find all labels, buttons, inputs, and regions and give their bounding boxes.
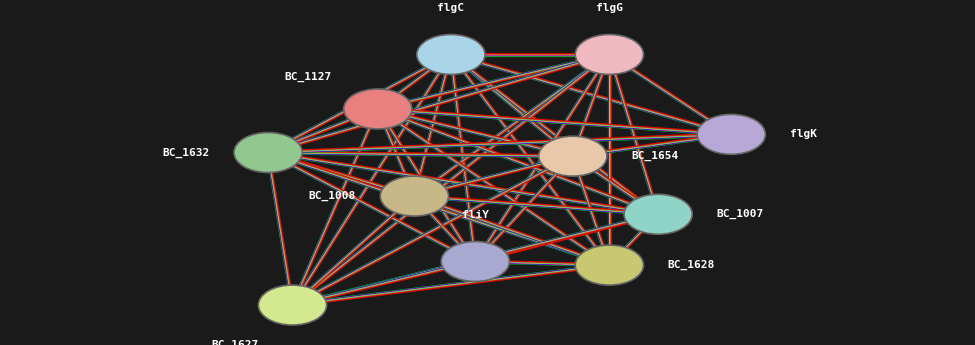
Ellipse shape [441, 241, 509, 282]
Ellipse shape [343, 89, 411, 129]
Ellipse shape [697, 115, 765, 154]
Text: fliY: fliY [462, 210, 488, 220]
Text: flgC: flgC [438, 3, 464, 13]
Text: BC_1127: BC_1127 [285, 71, 332, 82]
Text: flgK: flgK [790, 129, 817, 139]
Text: BC_1008: BC_1008 [309, 191, 356, 201]
Ellipse shape [417, 34, 486, 75]
Text: BC_1007: BC_1007 [717, 209, 763, 219]
Ellipse shape [258, 285, 327, 325]
Ellipse shape [234, 132, 302, 172]
Text: flgG: flgG [596, 3, 623, 13]
Ellipse shape [380, 176, 448, 216]
Ellipse shape [575, 245, 644, 285]
Text: BC_1627: BC_1627 [212, 339, 258, 345]
Text: BC_1654: BC_1654 [632, 151, 679, 161]
Ellipse shape [538, 136, 606, 176]
Text: BC_1632: BC_1632 [163, 147, 210, 158]
Ellipse shape [575, 34, 644, 75]
Text: BC_1628: BC_1628 [668, 260, 715, 270]
Ellipse shape [624, 194, 692, 234]
